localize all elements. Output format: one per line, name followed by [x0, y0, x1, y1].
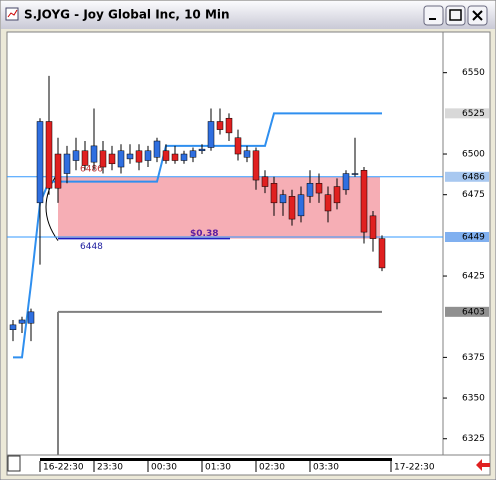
- candle-body: [378, 238, 386, 269]
- zone-top-label: 6486: [80, 164, 103, 174]
- candle-body: [9, 324, 17, 330]
- candle-body: [306, 183, 314, 197]
- level-box: [445, 171, 489, 182]
- candle-body: [36, 121, 44, 204]
- candle-body: [288, 196, 296, 220]
- zone-bracket: [45, 172, 59, 241]
- level-label: 6525: [462, 109, 485, 119]
- time-axis-band: [40, 458, 392, 461]
- maximize-button[interactable]: [445, 5, 466, 26]
- candle-body: [225, 117, 233, 134]
- x-tick-label: 03:30: [313, 463, 339, 473]
- plot-area: [6, 31, 444, 456]
- candle-body: [180, 153, 188, 161]
- price-axis: [442, 31, 491, 456]
- candle-body: [45, 121, 53, 189]
- candle-body: [360, 170, 368, 233]
- y-tick-label: 6350: [462, 394, 485, 404]
- candle-body: [315, 183, 323, 194]
- candle-body: [189, 150, 197, 158]
- scroll-arrow[interactable]: [476, 459, 490, 471]
- level-label: 6449: [462, 232, 485, 242]
- window-buttons[interactable]: [423, 5, 488, 26]
- level-box: [445, 306, 489, 317]
- zone-annotation: $0.38: [190, 229, 218, 239]
- candle-body: [162, 150, 170, 161]
- y-tick-label: 6375: [462, 353, 485, 363]
- candle-body: [252, 150, 260, 181]
- candle-body: [27, 311, 35, 324]
- level-label: 6486: [462, 172, 485, 182]
- x-tick-label: 00:30: [151, 463, 177, 473]
- candle-body: [135, 150, 143, 163]
- zone: [58, 176, 380, 239]
- candle-body: [207, 121, 215, 148]
- candle-body: [108, 153, 116, 165]
- candle-body: [279, 194, 287, 204]
- candle-body: [351, 173, 359, 175]
- candle-body: [216, 121, 224, 130]
- level-box: [445, 108, 489, 119]
- y-tick-label: 6550: [462, 68, 485, 78]
- candle-body: [261, 176, 269, 187]
- candle-body: [144, 150, 152, 161]
- window-icon-line: [7, 9, 18, 18]
- candle-body: [90, 145, 98, 163]
- candle-body: [369, 215, 377, 239]
- zone-bottom-label: 6448: [80, 242, 103, 252]
- candle-body: [81, 150, 89, 166]
- x-tick-label: 01:30: [205, 463, 231, 473]
- candle-body: [153, 140, 161, 158]
- y-tick-label: 6325: [462, 434, 485, 444]
- candle-body: [198, 148, 206, 152]
- title-bar: [1, 1, 495, 29]
- candle-body: [333, 186, 341, 204]
- candle-body: [234, 137, 242, 155]
- x-tick-label: 02:30: [259, 463, 285, 473]
- candle-body: [324, 194, 332, 212]
- candle-body: [54, 153, 62, 189]
- minimize-button[interactable]: [423, 5, 444, 26]
- candle-body: [99, 150, 107, 168]
- close-icon: [472, 10, 483, 21]
- x-tick-label: 16-22:30: [43, 463, 84, 473]
- candle-body: [117, 150, 125, 168]
- candle-body: [72, 150, 80, 161]
- scroll-box[interactable]: [7, 455, 21, 472]
- x-tick-label: 17-22:30: [394, 463, 435, 473]
- candle-body: [270, 183, 278, 204]
- y-tick-label: 6425: [462, 272, 485, 282]
- candle-body: [171, 153, 179, 161]
- window-title: S.JOYG - Joy Global Inc, 10 Min: [24, 8, 230, 22]
- candle-body: [297, 194, 305, 217]
- plot-layer: 6325 6350 6375 6425 6475 6500 6550 16-22:30 23:3…: [7, 68, 489, 473]
- candle-body: [126, 153, 134, 160]
- candle-body: [342, 173, 350, 191]
- level-box: [445, 231, 489, 242]
- x-tick-label: 23:30: [97, 463, 123, 473]
- candle-body: [63, 153, 71, 174]
- candle-body: [243, 150, 251, 158]
- y-tick-label: 6475: [462, 190, 485, 200]
- level-label: 6403: [462, 307, 485, 317]
- y-tick-label: 6500: [462, 150, 485, 160]
- maximize-icon: [449, 9, 462, 21]
- indicator-line: [13, 112, 382, 359]
- candle-body: [18, 319, 26, 324]
